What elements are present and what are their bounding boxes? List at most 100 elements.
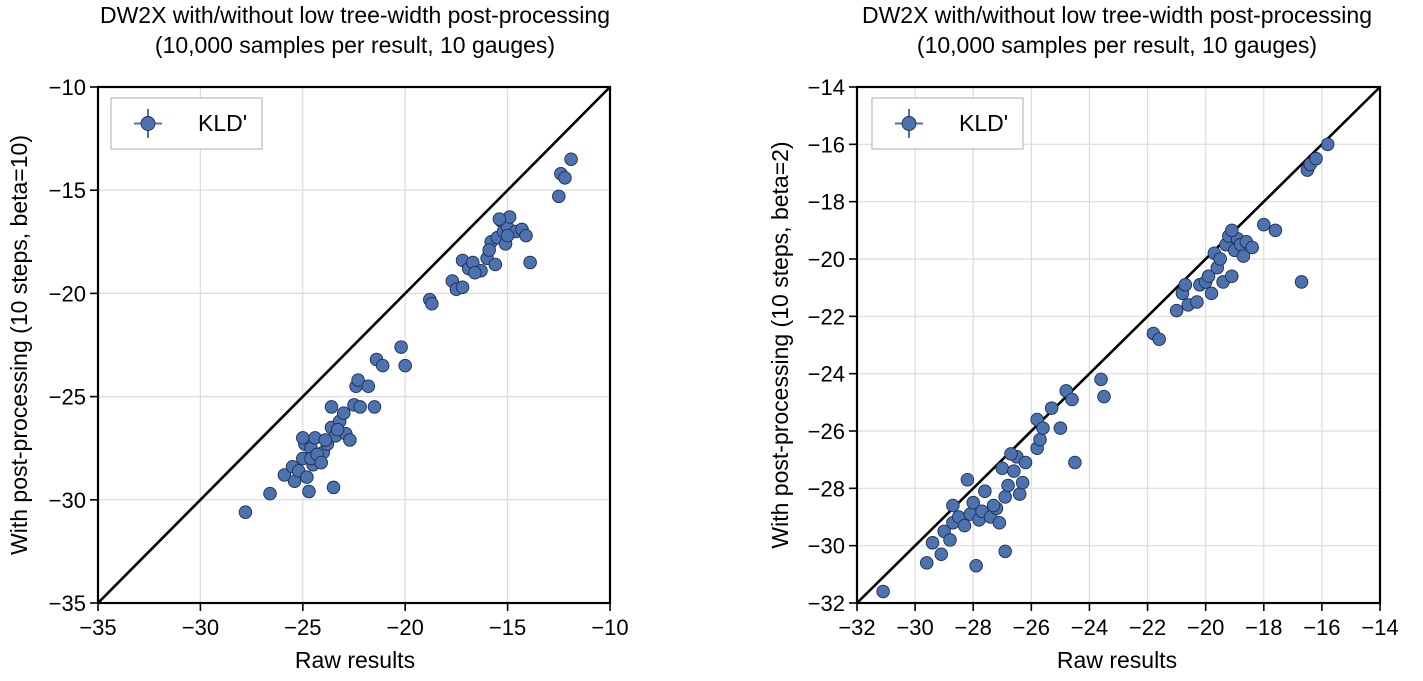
data-point	[943, 533, 957, 547]
data-point	[966, 495, 980, 510]
data-point	[1007, 464, 1021, 478]
data-point	[1309, 151, 1323, 166]
x-tick-label: −32	[838, 615, 875, 640]
y-tick-label: −22	[808, 304, 845, 329]
data-point	[314, 455, 328, 470]
y-tick-label: −28	[808, 476, 845, 501]
data-point	[957, 518, 972, 533]
y-tick-label: −20	[49, 281, 86, 306]
data-point	[1294, 275, 1309, 289]
data-point	[1245, 240, 1259, 255]
x-tick-label: −15	[489, 615, 526, 640]
chart-right-frame	[855, 85, 1382, 605]
chart-left-ylabel: With post-processing (10 steps, beta=10)	[6, 135, 32, 555]
x-tick-label: −30	[182, 615, 219, 640]
data-point	[998, 544, 1012, 559]
x-tick-label: −20	[1187, 615, 1224, 640]
x-tick-label: −28	[955, 615, 992, 640]
chart-left-ticks: −35 −30 −25 −20 −15 −10 −35 −30 −25 −20 −15 −10	[49, 75, 629, 640]
chart-right-legend: KLD'	[871, 97, 1024, 150]
data-point	[1190, 295, 1204, 309]
data-point	[277, 468, 292, 482]
data-point	[1257, 217, 1271, 232]
x-tick-label: −18	[1245, 615, 1282, 640]
y-tick-label: −10	[49, 75, 86, 100]
legend-label: KLD'	[198, 110, 247, 136]
data-point	[1004, 447, 1018, 461]
chart-left-xlabel: Raw results	[295, 647, 415, 673]
data-point	[1094, 372, 1108, 387]
x-tick-label: −20	[387, 615, 424, 640]
data-point	[425, 296, 439, 311]
data-point	[523, 255, 537, 270]
chart-left-subtitle: (10,000 samples per result, 10 gauges)	[155, 32, 555, 58]
x-tick-label: −30	[896, 615, 933, 640]
data-point	[1015, 475, 1030, 490]
legend-label: KLD'	[959, 110, 1008, 136]
data-point	[1036, 421, 1050, 435]
chart-left-points	[238, 152, 578, 519]
data-point	[552, 189, 566, 204]
y-tick-label: −14	[808, 75, 845, 100]
legend-marker-icon	[901, 116, 917, 131]
data-point	[337, 406, 351, 420]
data-point	[375, 358, 390, 373]
data-point	[564, 152, 578, 166]
y-tick-label: −30	[49, 488, 86, 513]
data-point	[482, 243, 496, 257]
data-point	[1236, 249, 1251, 263]
chart-right-subtitle: (10,000 samples per result, 10 gauges)	[917, 32, 1317, 58]
chart-right-points	[876, 137, 1335, 599]
x-tick-label: −25	[284, 615, 321, 640]
y-tick-label: −26	[808, 419, 845, 444]
x-tick-label: −10	[591, 615, 628, 640]
y-tick-label: −15	[49, 178, 86, 203]
data-point	[1213, 252, 1227, 266]
data-point	[351, 373, 365, 387]
data-point	[934, 547, 949, 562]
y-tick-label: −20	[808, 247, 845, 272]
data-point	[1169, 303, 1184, 318]
data-point	[326, 480, 341, 495]
data-point	[394, 340, 408, 354]
data-point	[925, 536, 940, 550]
data-point	[296, 431, 310, 445]
chart-right: DW2X with/without low tree-width post-pr…	[767, 2, 1399, 673]
legend-marker-icon	[140, 116, 156, 131]
data-point	[343, 433, 357, 447]
data-point	[1033, 432, 1047, 447]
chart-left-title: DW2X with/without low tree-width post-pr…	[100, 2, 610, 28]
data-point	[1320, 137, 1335, 152]
x-tick-label: −16	[1303, 615, 1340, 640]
data-point	[455, 280, 470, 294]
data-point	[1268, 223, 1283, 238]
x-tick-label: −22	[1129, 615, 1166, 640]
data-point	[468, 266, 482, 280]
y-tick-label: −35	[49, 591, 86, 616]
data-point	[1201, 269, 1216, 283]
y-tick-label: −30	[808, 534, 845, 559]
data-point	[919, 556, 934, 570]
data-point	[263, 486, 277, 501]
data-point	[558, 171, 572, 185]
data-point	[969, 558, 983, 573]
y-tick-label: −25	[49, 385, 86, 410]
chart-left-legend: KLD'	[110, 97, 263, 150]
data-point	[946, 498, 960, 513]
data-point	[361, 379, 376, 394]
chart-left: DW2X with/without low tree-width post-pr…	[6, 2, 629, 673]
x-tick-label: −35	[79, 615, 116, 640]
data-point	[1065, 392, 1079, 407]
chart-right-title: DW2X with/without low tree-width post-pr…	[862, 2, 1372, 28]
data-point	[876, 584, 890, 599]
data-point	[300, 470, 314, 484]
data-point	[1012, 487, 1027, 501]
data-point	[1044, 401, 1059, 415]
data-point	[1204, 286, 1219, 301]
chart-right-xlabel: Raw results	[1057, 647, 1177, 673]
data-point	[238, 505, 253, 519]
data-point	[302, 484, 316, 499]
data-point	[978, 484, 992, 498]
data-point	[1053, 421, 1068, 435]
y-tick-label: −32	[808, 591, 845, 616]
